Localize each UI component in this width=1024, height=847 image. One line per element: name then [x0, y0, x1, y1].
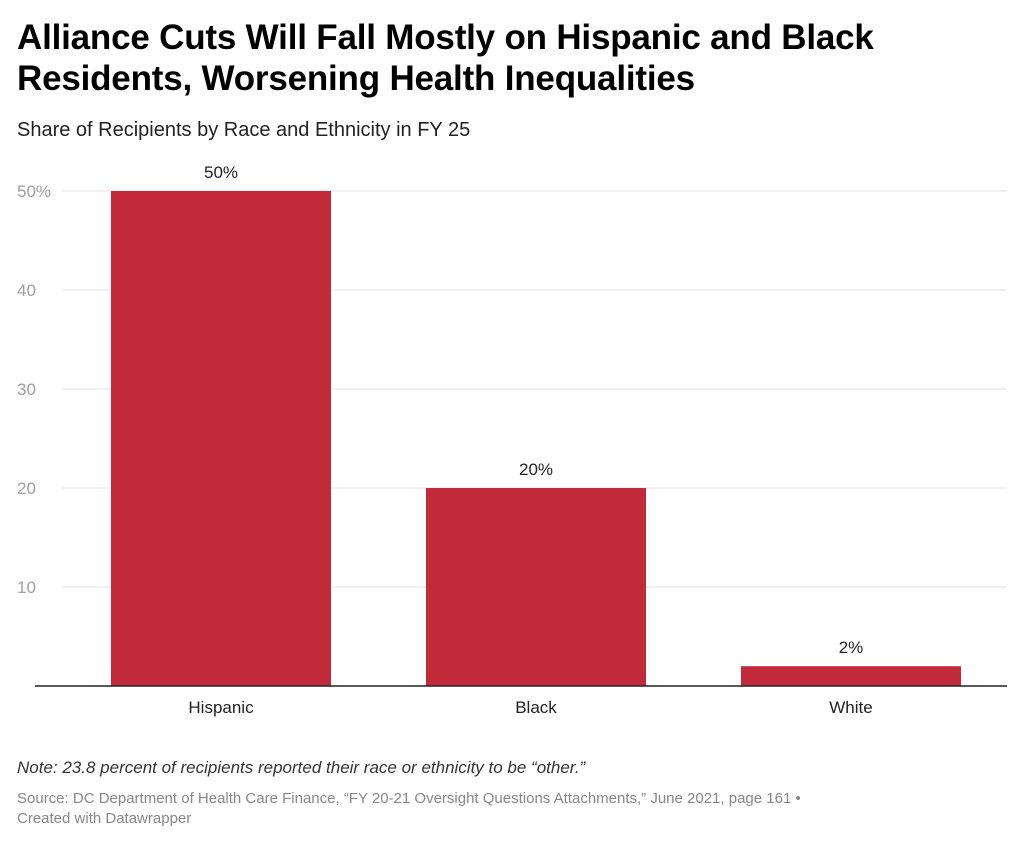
- source-text: Source: DC Department of Health Care Fin…: [17, 790, 801, 807]
- chart-source: Source: DC Department of Health Care Fin…: [17, 789, 997, 829]
- y-tick-label: 30: [17, 380, 36, 399]
- chart-subtitle: Share of Recipients by Race and Ethnicit…: [17, 119, 471, 141]
- value-label: 50%: [204, 163, 238, 182]
- value-labels: 50% 20% 2%: [204, 163, 863, 657]
- chart-note: Note: 23.8 percent of recipients reporte…: [17, 758, 586, 777]
- bar-white: [741, 666, 961, 686]
- x-axis-ticks: Hispanic Black White: [188, 698, 872, 717]
- x-tick-label: Black: [515, 698, 557, 717]
- y-tick-label: 10: [17, 578, 36, 597]
- bar-hispanic: [111, 191, 331, 686]
- y-tick-label: 50%: [17, 182, 51, 201]
- bar-black: [426, 488, 646, 686]
- x-tick-label: Hispanic: [188, 698, 254, 717]
- y-tick-label: 40: [17, 281, 36, 300]
- y-tick-label: 20: [17, 479, 36, 498]
- y-axis-ticks: 10 20 30 40 50%: [17, 182, 51, 597]
- value-label: 2%: [839, 638, 864, 657]
- credit-text: Created with Datawrapper: [17, 810, 192, 827]
- chart-title: Alliance Cuts Will Fall Mostly on Hispan…: [17, 18, 874, 98]
- value-label: 20%: [519, 460, 553, 479]
- bar-chart: 10 20 30 40 50% 50% 20% 2% Hispanic Black White: [17, 163, 1007, 717]
- bars: [111, 191, 961, 686]
- x-tick-label: White: [829, 698, 872, 717]
